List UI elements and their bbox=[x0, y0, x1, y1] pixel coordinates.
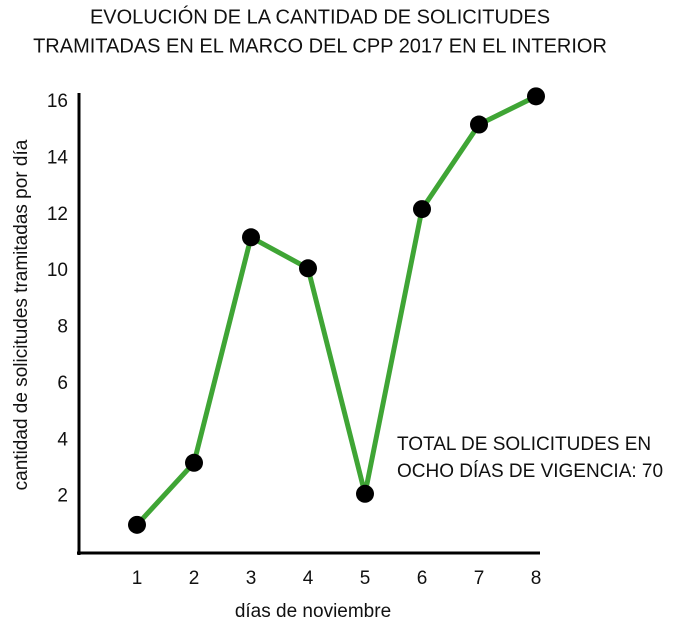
x-tick-label: 2 bbox=[189, 568, 200, 589]
data-point bbox=[527, 87, 545, 106]
annotation: OCHO DÍAS DE VIGENCIA: 70 bbox=[397, 461, 663, 482]
y-tick-label: 8 bbox=[57, 317, 68, 338]
x-tick-label: 4 bbox=[303, 568, 314, 589]
chart-title: EVOLUCIÓN DE LA CANTIDAD DE SOLICITUDES bbox=[90, 5, 550, 28]
data-point bbox=[128, 515, 146, 534]
data-point bbox=[242, 228, 260, 247]
x-tick-label: 5 bbox=[360, 568, 371, 589]
y-axis-label: cantidad de solicitudes tramitadas por d… bbox=[11, 139, 32, 490]
y-tick-label: 2 bbox=[57, 486, 68, 507]
chart-title: TRAMITADAS EN EL MARCO DEL CPP 2017 EN E… bbox=[33, 35, 607, 57]
y-tick-label: 10 bbox=[47, 260, 68, 281]
data-point bbox=[299, 259, 317, 278]
data-point bbox=[185, 453, 203, 472]
data-point bbox=[356, 484, 374, 503]
annotation: TOTAL DE SOLICITUDES EN bbox=[397, 434, 651, 455]
x-tick-label: 3 bbox=[246, 568, 257, 589]
x-tick-label: 7 bbox=[474, 568, 485, 589]
x-tick-label: 1 bbox=[132, 568, 143, 589]
y-tick-label: 16 bbox=[47, 91, 68, 112]
y-tick-label: 4 bbox=[57, 429, 68, 450]
data-point bbox=[470, 115, 488, 134]
y-tick-label: 12 bbox=[47, 204, 68, 225]
y-tick-label: 14 bbox=[47, 147, 69, 168]
x-axis-label: días de noviembre bbox=[235, 601, 391, 622]
x-tick-label: 6 bbox=[417, 568, 428, 589]
data-line bbox=[135, 94, 538, 527]
data-point bbox=[413, 200, 431, 219]
y-tick-label: 6 bbox=[57, 373, 68, 394]
x-tick-label: 8 bbox=[531, 568, 542, 589]
